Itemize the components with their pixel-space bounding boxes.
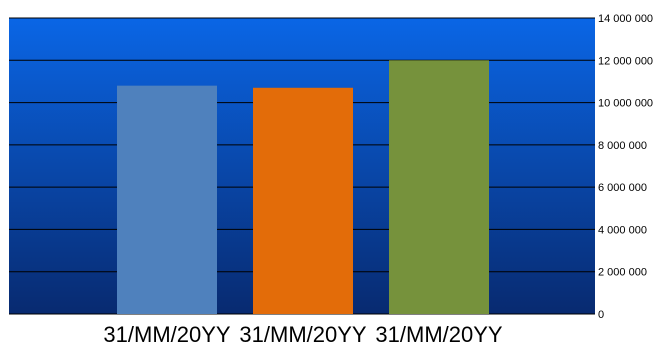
y-tick-label: 14 000 000	[598, 13, 653, 25]
bar	[253, 87, 353, 315]
x-axis-category-labels: 31/MM/20YY 31/MM/20YY 31/MM/20YY	[103, 322, 502, 347]
y-tick-label: 10 000 000	[598, 98, 653, 110]
y-tick-label: 2 000 000	[598, 267, 647, 279]
y-tick-label: 6 000 000	[598, 182, 647, 194]
y-tick-label: 12 000 000	[598, 55, 653, 67]
x-category-label: 31/MM/20YY	[103, 322, 230, 347]
y-tick-label: 0	[598, 309, 604, 321]
x-category-label: 31/MM/20YY	[239, 322, 366, 347]
x-category-label: 31/MM/20YY	[375, 322, 502, 347]
y-axis-tick-labels: 0 2 000 000 4 000 000 6 000 000 8 000 000 10 …	[598, 13, 653, 321]
bar	[117, 85, 217, 315]
bars	[117, 60, 489, 315]
y-tick-label: 4 000 000	[598, 224, 647, 236]
y-tick-label: 8 000 000	[598, 140, 647, 152]
bar	[389, 60, 489, 315]
